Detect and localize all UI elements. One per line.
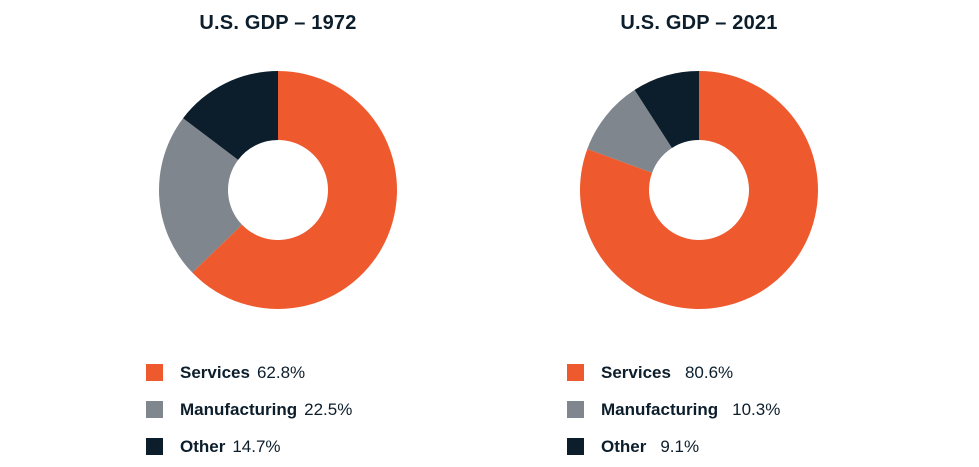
legend-item-other: Other 9.1% (567, 428, 897, 465)
legend-value: 10.3% (732, 399, 781, 419)
legend-swatch-other (146, 438, 163, 455)
legend-swatch-manufacturing (567, 401, 584, 418)
slice-other (634, 71, 699, 148)
slice-services (580, 71, 818, 309)
legend-value: 14.7% (232, 436, 281, 456)
slice-manufacturing (159, 118, 242, 273)
legend-label: Services (180, 362, 250, 382)
legend-value: 80.6% (684, 362, 734, 382)
legend-swatch-services (146, 364, 163, 381)
donut-chart-2021 (580, 71, 818, 309)
legend-swatch-other (567, 438, 584, 455)
legend-label: Manufacturing (180, 399, 298, 419)
chart-title: U.S. GDP – 2021 (620, 12, 778, 34)
slice-services (192, 71, 398, 309)
legend-value: 62.8% (256, 362, 306, 382)
slice-other (183, 71, 278, 160)
legend-item-services: Services 62.8% (146, 354, 476, 391)
legend-label: Other (180, 436, 226, 456)
chart-title: U.S. GDP – 1972 (199, 12, 357, 34)
legend-swatch-manufacturing (146, 401, 163, 418)
legend-swatch-services (567, 364, 584, 381)
legend-item-other: Other 14.7% (146, 428, 476, 465)
legend-label: Manufacturing (601, 399, 719, 419)
legend-item-services: Services 80.6% (567, 354, 897, 391)
legend-item-manufacturing: Manufacturing 10.3% (567, 391, 897, 428)
slice-manufacturing (587, 89, 672, 173)
legend: Services 80.6% Manufacturing 10.3% Other… (567, 354, 897, 465)
legend-value: 9.1% (660, 436, 700, 456)
donut-chart-1972 (159, 71, 398, 309)
chart-1972: U.S. GDP – 1972 Services 62.8% Manufactu… (68, 0, 488, 467)
legend-item-manufacturing: Manufacturing 22.5% (146, 391, 476, 428)
legend-value: 22.5% (304, 399, 353, 419)
legend-label: Services (601, 362, 671, 382)
chart-2021: U.S. GDP – 2021 Services 80.6% Manufactu… (489, 0, 909, 467)
legend: Services 62.8% Manufacturing 22.5% Other… (146, 354, 476, 465)
legend-label: Other (601, 436, 647, 456)
